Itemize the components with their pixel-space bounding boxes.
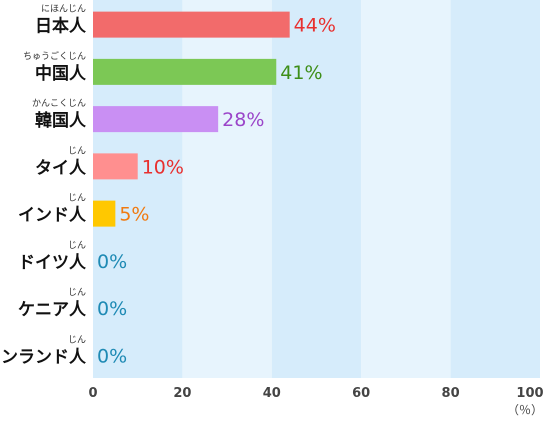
value-label: 0%: [97, 345, 127, 367]
category-furigana: じん: [68, 287, 86, 298]
x-tick-label: 40: [263, 386, 281, 401]
value-label: 10%: [142, 156, 184, 178]
category-label: ドイツ人: [18, 253, 87, 273]
category-furigana: じん: [68, 193, 86, 204]
bar: [93, 58, 277, 85]
category-furigana: じん: [68, 240, 86, 251]
bar: [93, 153, 138, 180]
value-label: 28%: [222, 109, 264, 131]
grid-band: [450, 0, 540, 378]
plot-background-bands: [93, 0, 540, 378]
category-label: 韓国人: [35, 110, 87, 131]
bars: [93, 11, 290, 227]
grid-band: [182, 0, 272, 378]
category-label: インド人: [18, 206, 87, 226]
value-label: 44%: [294, 15, 336, 37]
x-tick-label: 60: [352, 386, 370, 401]
category-furigana: にほんじん: [41, 4, 86, 15]
category-label: タイ人: [35, 158, 87, 178]
category-furigana: ちゅうごくじん: [23, 50, 86, 62]
category-furigana: かんこくじん: [32, 98, 86, 109]
grid-band: [271, 0, 362, 378]
category-label: 中国人: [35, 63, 87, 84]
x-tick-label: 20: [173, 386, 191, 401]
x-tick-label: 80: [442, 386, 460, 401]
value-labels: 44% 41% 28% 10% 5% 0% 0% 0%: [97, 15, 336, 368]
value-label: 41%: [280, 62, 322, 84]
x-axis-unit: （％）: [507, 403, 543, 417]
x-tick-label: 100: [516, 386, 543, 401]
value-label: 0%: [97, 251, 127, 273]
category-labels: にほんじん日本人ちゅうごくじん中国人かんこくじん韓国人じんタイ人じんインド人じん…: [0, 4, 87, 368]
category-furigana: じん: [68, 334, 86, 345]
bar: [93, 11, 290, 38]
category-furigana: じん: [68, 145, 86, 156]
x-tick-label: 0: [88, 386, 97, 401]
value-label: 0%: [97, 298, 127, 320]
grid-band: [93, 0, 183, 378]
bar: [93, 106, 219, 133]
grid-band: [361, 0, 451, 378]
category-label: 日本人: [35, 16, 87, 37]
category-label: フィンランド人: [0, 347, 87, 367]
bar: [93, 200, 116, 227]
x-axis-ticks: 0 20 40 60 80 100: [88, 386, 543, 401]
category-label: ケニア人: [18, 300, 87, 320]
value-label: 5%: [119, 204, 149, 226]
